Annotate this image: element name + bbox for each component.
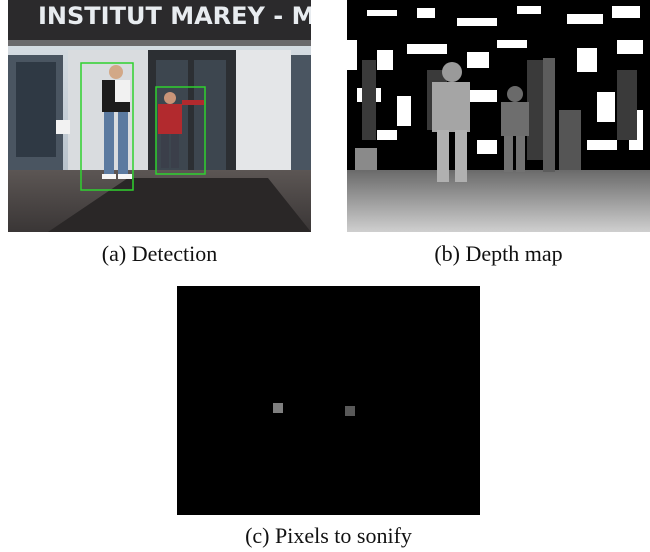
detection-scene: INSTITUT MAREY - MAISON D [8, 0, 311, 232]
building-sign-text: INSTITUT MAREY - MAISON D [38, 2, 311, 30]
caption-pixels-to-sonify: (c) Pixels to sonify [245, 523, 412, 548]
depth-map-scene [347, 0, 650, 232]
sonified-pixel-1 [273, 403, 283, 413]
detection-image: INSTITUT MAREY - MAISON D [8, 0, 311, 232]
caption-depth-map: (b) Depth map [434, 241, 563, 266]
depth-map-image [347, 0, 650, 232]
pixels-to-sonify-image [177, 286, 480, 515]
detection-box-person-1 [80, 62, 134, 191]
sonified-pixel-2 [345, 406, 355, 416]
detection-box-person-2 [155, 86, 206, 175]
caption-detection: (a) Detection [101, 241, 218, 266]
